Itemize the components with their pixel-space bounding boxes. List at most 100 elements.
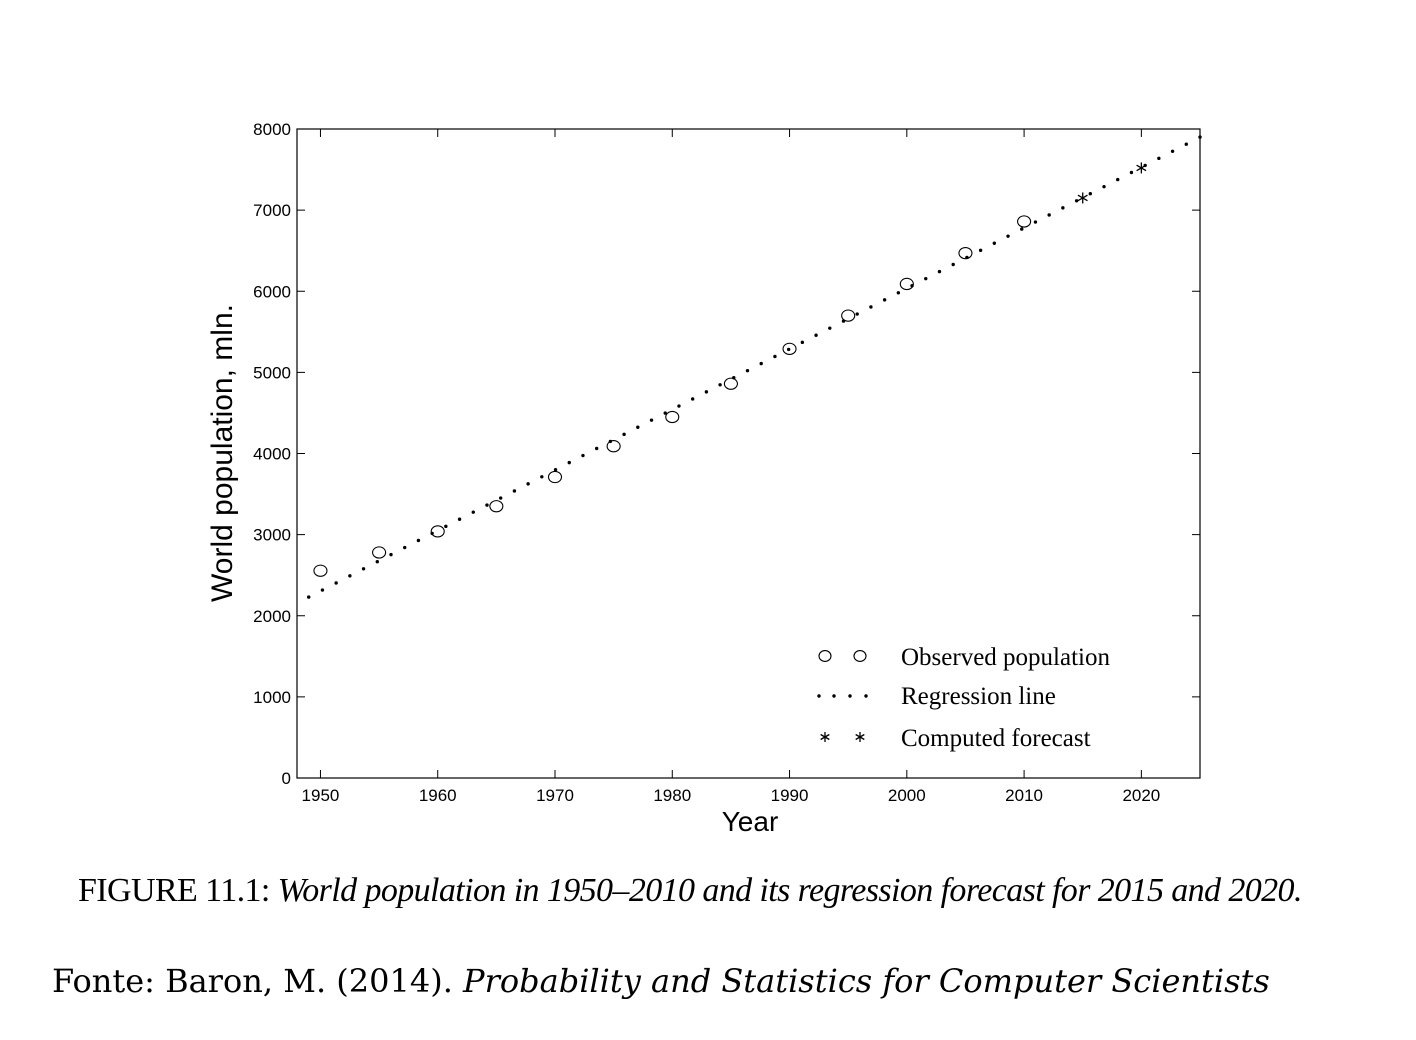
data-marks: [307, 135, 1202, 599]
regression-dot: [924, 276, 928, 281]
forecast-point: [1077, 192, 1088, 204]
regression-dot: [1006, 234, 1010, 238]
regression-dot: [334, 581, 338, 585]
x-tick-label: 2010: [1005, 786, 1043, 805]
population-chart: 1950 1960 1970 1980 1990 2000 2010 2020 0 1000 200…: [206, 120, 1202, 837]
regression-dot: [375, 560, 379, 564]
x-tick-label: 2020: [1122, 786, 1160, 805]
source-citation: Fonte: Baron, M. (2014). Probability and…: [52, 962, 1402, 1000]
y-tick-label: 2000: [253, 607, 291, 626]
legend-symbol: [832, 694, 836, 698]
regression-dot: [786, 347, 791, 352]
y-tick-label: 8000: [253, 120, 291, 139]
asterisk-stroke: [820, 733, 830, 741]
x-tick-label: 2000: [888, 786, 926, 805]
regression-dot: [951, 262, 955, 267]
regression-dot: [457, 517, 462, 521]
source-prefix: Fonte: Baron, M. (2014).: [52, 962, 464, 1000]
regression-dot: [1129, 170, 1134, 175]
regression-dot: [1184, 142, 1188, 146]
y-tick-label: 3000: [253, 526, 291, 545]
legend-entry: Computed forecast: [820, 725, 1091, 752]
regression-dot: [978, 248, 983, 253]
regression-dot: [869, 305, 873, 309]
legend-entry: Observed population: [818, 644, 1110, 671]
regression-dot: [526, 482, 530, 486]
regression-dot: [814, 333, 818, 337]
legend-symbol: [817, 694, 821, 698]
regression-dot: [663, 411, 667, 415]
figure-caption-text: World population in 1950–2010 and its re…: [277, 872, 1303, 909]
regression-dot: [718, 383, 722, 387]
regression-dot: [498, 496, 503, 500]
observed-point: [489, 500, 504, 513]
legend-symbol: [853, 650, 867, 662]
figure-caption: FIGURE 11.1: World population in 1950–20…: [78, 872, 1408, 910]
observed-point: [547, 470, 563, 484]
x-tick-label: 1950: [302, 786, 340, 805]
observed-point: [782, 342, 797, 355]
regression-dot: [1157, 156, 1161, 161]
regression-dot: [485, 503, 489, 507]
observed-point: [723, 377, 738, 390]
regression-dot: [512, 489, 517, 493]
legend-symbol: [848, 694, 852, 698]
y-tick-label: 5000: [253, 363, 291, 382]
regression-dot: [1170, 149, 1175, 153]
regression-dot: [800, 340, 805, 345]
regression-dot: [937, 269, 942, 274]
regression-dot: [307, 595, 311, 599]
y-axis-label: World population, mln.: [206, 304, 239, 602]
axes: [296, 128, 1201, 779]
observed-point: [313, 564, 328, 577]
regression-dot: [745, 368, 750, 373]
regression-dot: [1088, 192, 1093, 196]
x-tick-label: 1960: [419, 786, 457, 805]
regression-line: [307, 135, 1202, 599]
regression-dot: [1061, 206, 1065, 210]
regression-dot: [389, 552, 393, 557]
legend-entry: Regression line: [817, 683, 1056, 710]
regression-dot: [361, 567, 366, 571]
legend-symbol: [818, 650, 832, 662]
observed-point: [665, 410, 680, 424]
regression-dot: [416, 538, 421, 543]
regression-dot: [540, 475, 544, 479]
x-axis-label: Year: [722, 806, 779, 837]
regression-dot: [1116, 177, 1120, 182]
observed-point: [1017, 215, 1032, 228]
y-tick-label: 0: [282, 769, 291, 788]
legend-label: Computed forecast: [901, 725, 1091, 752]
tick-marks: 1950 1960 1970 1980 1990 2000 2010 2020 0 1000 200…: [253, 120, 1200, 805]
y-tick-label: 6000: [253, 282, 291, 301]
regression-dot: [1033, 220, 1038, 224]
plot-frame: [296, 128, 1201, 779]
observed-point: [430, 525, 445, 538]
figure-label: FIGURE 11.1:: [78, 872, 278, 909]
regression-dot: [471, 510, 475, 514]
asterisk-stroke: [1136, 164, 1147, 172]
regression-dot: [581, 453, 585, 458]
regression-dot: [1020, 227, 1024, 231]
y-tick-label: 4000: [253, 445, 291, 464]
forecast-point: [1136, 162, 1147, 174]
regression-dot: [403, 545, 407, 550]
legend-symbol: [855, 732, 865, 742]
asterisk-stroke: [855, 733, 865, 741]
regression-dot: [855, 312, 859, 316]
regression-dot: [320, 588, 325, 592]
regression-dot: [567, 460, 571, 465]
y-tick-label: 1000: [253, 688, 291, 707]
observed-point: [958, 246, 973, 260]
regression-dot: [594, 446, 599, 451]
legend-symbol: [820, 732, 830, 742]
regression-dot: [636, 425, 640, 429]
observed-point: [899, 277, 914, 291]
regression-dot: [444, 524, 448, 529]
regression-dot: [828, 326, 832, 330]
regression-dot: [348, 574, 352, 578]
x-tick-label: 1980: [653, 786, 691, 805]
regression-dot: [992, 241, 997, 245]
y-tick-label: 7000: [253, 201, 291, 220]
observed-point: [606, 440, 621, 453]
